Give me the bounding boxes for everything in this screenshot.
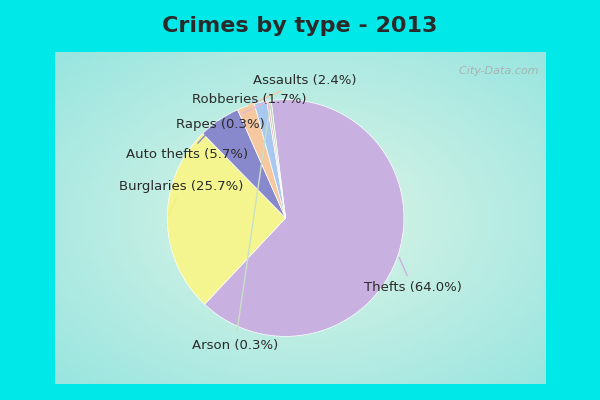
Text: Arson (0.3%): Arson (0.3%) [192,103,278,352]
Text: Auto thefts (5.7%): Auto thefts (5.7%) [127,122,248,161]
Wedge shape [254,101,286,218]
Text: Thefts (64.0%): Thefts (64.0%) [364,258,461,294]
Text: Rapes (0.3%): Rapes (0.3%) [176,102,266,131]
Wedge shape [205,100,404,336]
Wedge shape [238,104,286,218]
Text: Crimes by type - 2013: Crimes by type - 2013 [163,16,437,36]
Text: Burglaries (25.7%): Burglaries (25.7%) [119,180,244,216]
Text: City-Data.com: City-Data.com [452,66,538,76]
Wedge shape [167,134,286,304]
Wedge shape [269,100,286,218]
Wedge shape [267,101,286,218]
Text: Robberies (1.7%): Robberies (1.7%) [192,93,307,106]
Text: Assaults (2.4%): Assaults (2.4%) [249,74,356,105]
Wedge shape [203,110,286,218]
